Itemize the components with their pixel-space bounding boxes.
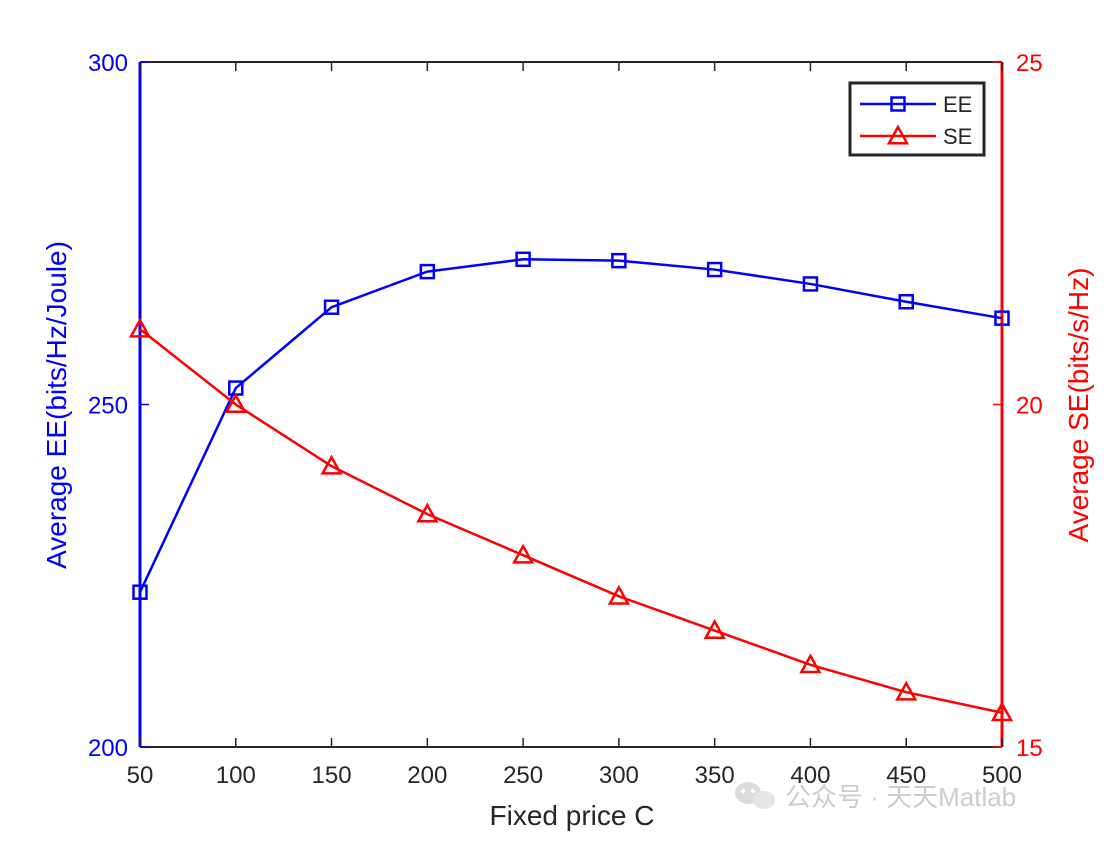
right-y-tick-label: 20 [1016,393,1043,420]
left-y-tick-label: 250 [88,393,128,420]
data-point-ee [323,299,340,315]
data-point-ee [898,294,914,310]
wechat-icon [735,782,775,809]
x-tick-label: 50 [127,762,154,789]
series-ee [132,251,1010,600]
data-point-se [416,502,439,523]
data-point-se [607,584,631,605]
data-point-ee [132,584,148,600]
x-tick-label: 450 [886,762,926,789]
data-point-ee [802,276,819,292]
data-point-se [320,454,343,475]
legend-label-se: SE [943,124,972,149]
x-tick-label: 400 [790,762,830,789]
left-y-axis-label: Average EE(bits/Hz/Joule) [41,241,72,569]
series-line-se [139,328,1003,714]
x-axis-label: Fixed price C [490,800,655,831]
watermark: 公众号 · 天天Matlab [735,782,1016,812]
right-y-tick-label: 15 [1016,735,1043,762]
x-tick-label: 350 [695,762,735,789]
left-y-tick-label: 200 [88,735,128,762]
x-tick-label: 100 [216,762,256,789]
data-point-se [511,543,535,564]
data-point-ee [419,263,436,280]
data-point-ee [515,251,531,268]
x-tick-label: 250 [503,762,543,789]
watermark-text: 公众号 · 天天Matlab [785,782,1016,812]
data-point-ee [611,252,627,269]
data-point-se [799,653,822,674]
right-y-axis-label: Average SE(bits/s/Hz) [1063,268,1094,543]
left-y-tick-label: 300 [88,50,128,77]
legend-box [848,81,986,157]
series-se [128,317,1014,722]
axes: 50 100 150 200 250 300 350 400 450 500 200 250 300 15… [88,50,1043,789]
data-point-se [224,392,247,413]
data-point-se [990,701,1014,722]
data-point-ee [994,310,1010,326]
right-y-tick-label: 25 [1016,50,1043,77]
x-tick-label: 150 [312,762,352,789]
legend-marker-ee [890,96,906,112]
data-point-se [703,618,726,639]
series-line-ee [138,258,1003,593]
data-point-se [128,317,152,338]
legend: EE SE [848,81,986,157]
series-layer [128,251,1014,722]
data-point-ee [706,261,723,278]
legend-marker-se [886,124,910,145]
x-tick-label: 200 [407,762,447,789]
x-tick-label: 300 [599,762,639,789]
data-point-se [895,680,918,701]
legend-label-ee: EE [943,92,972,117]
x-tick-label: 500 [982,762,1022,789]
